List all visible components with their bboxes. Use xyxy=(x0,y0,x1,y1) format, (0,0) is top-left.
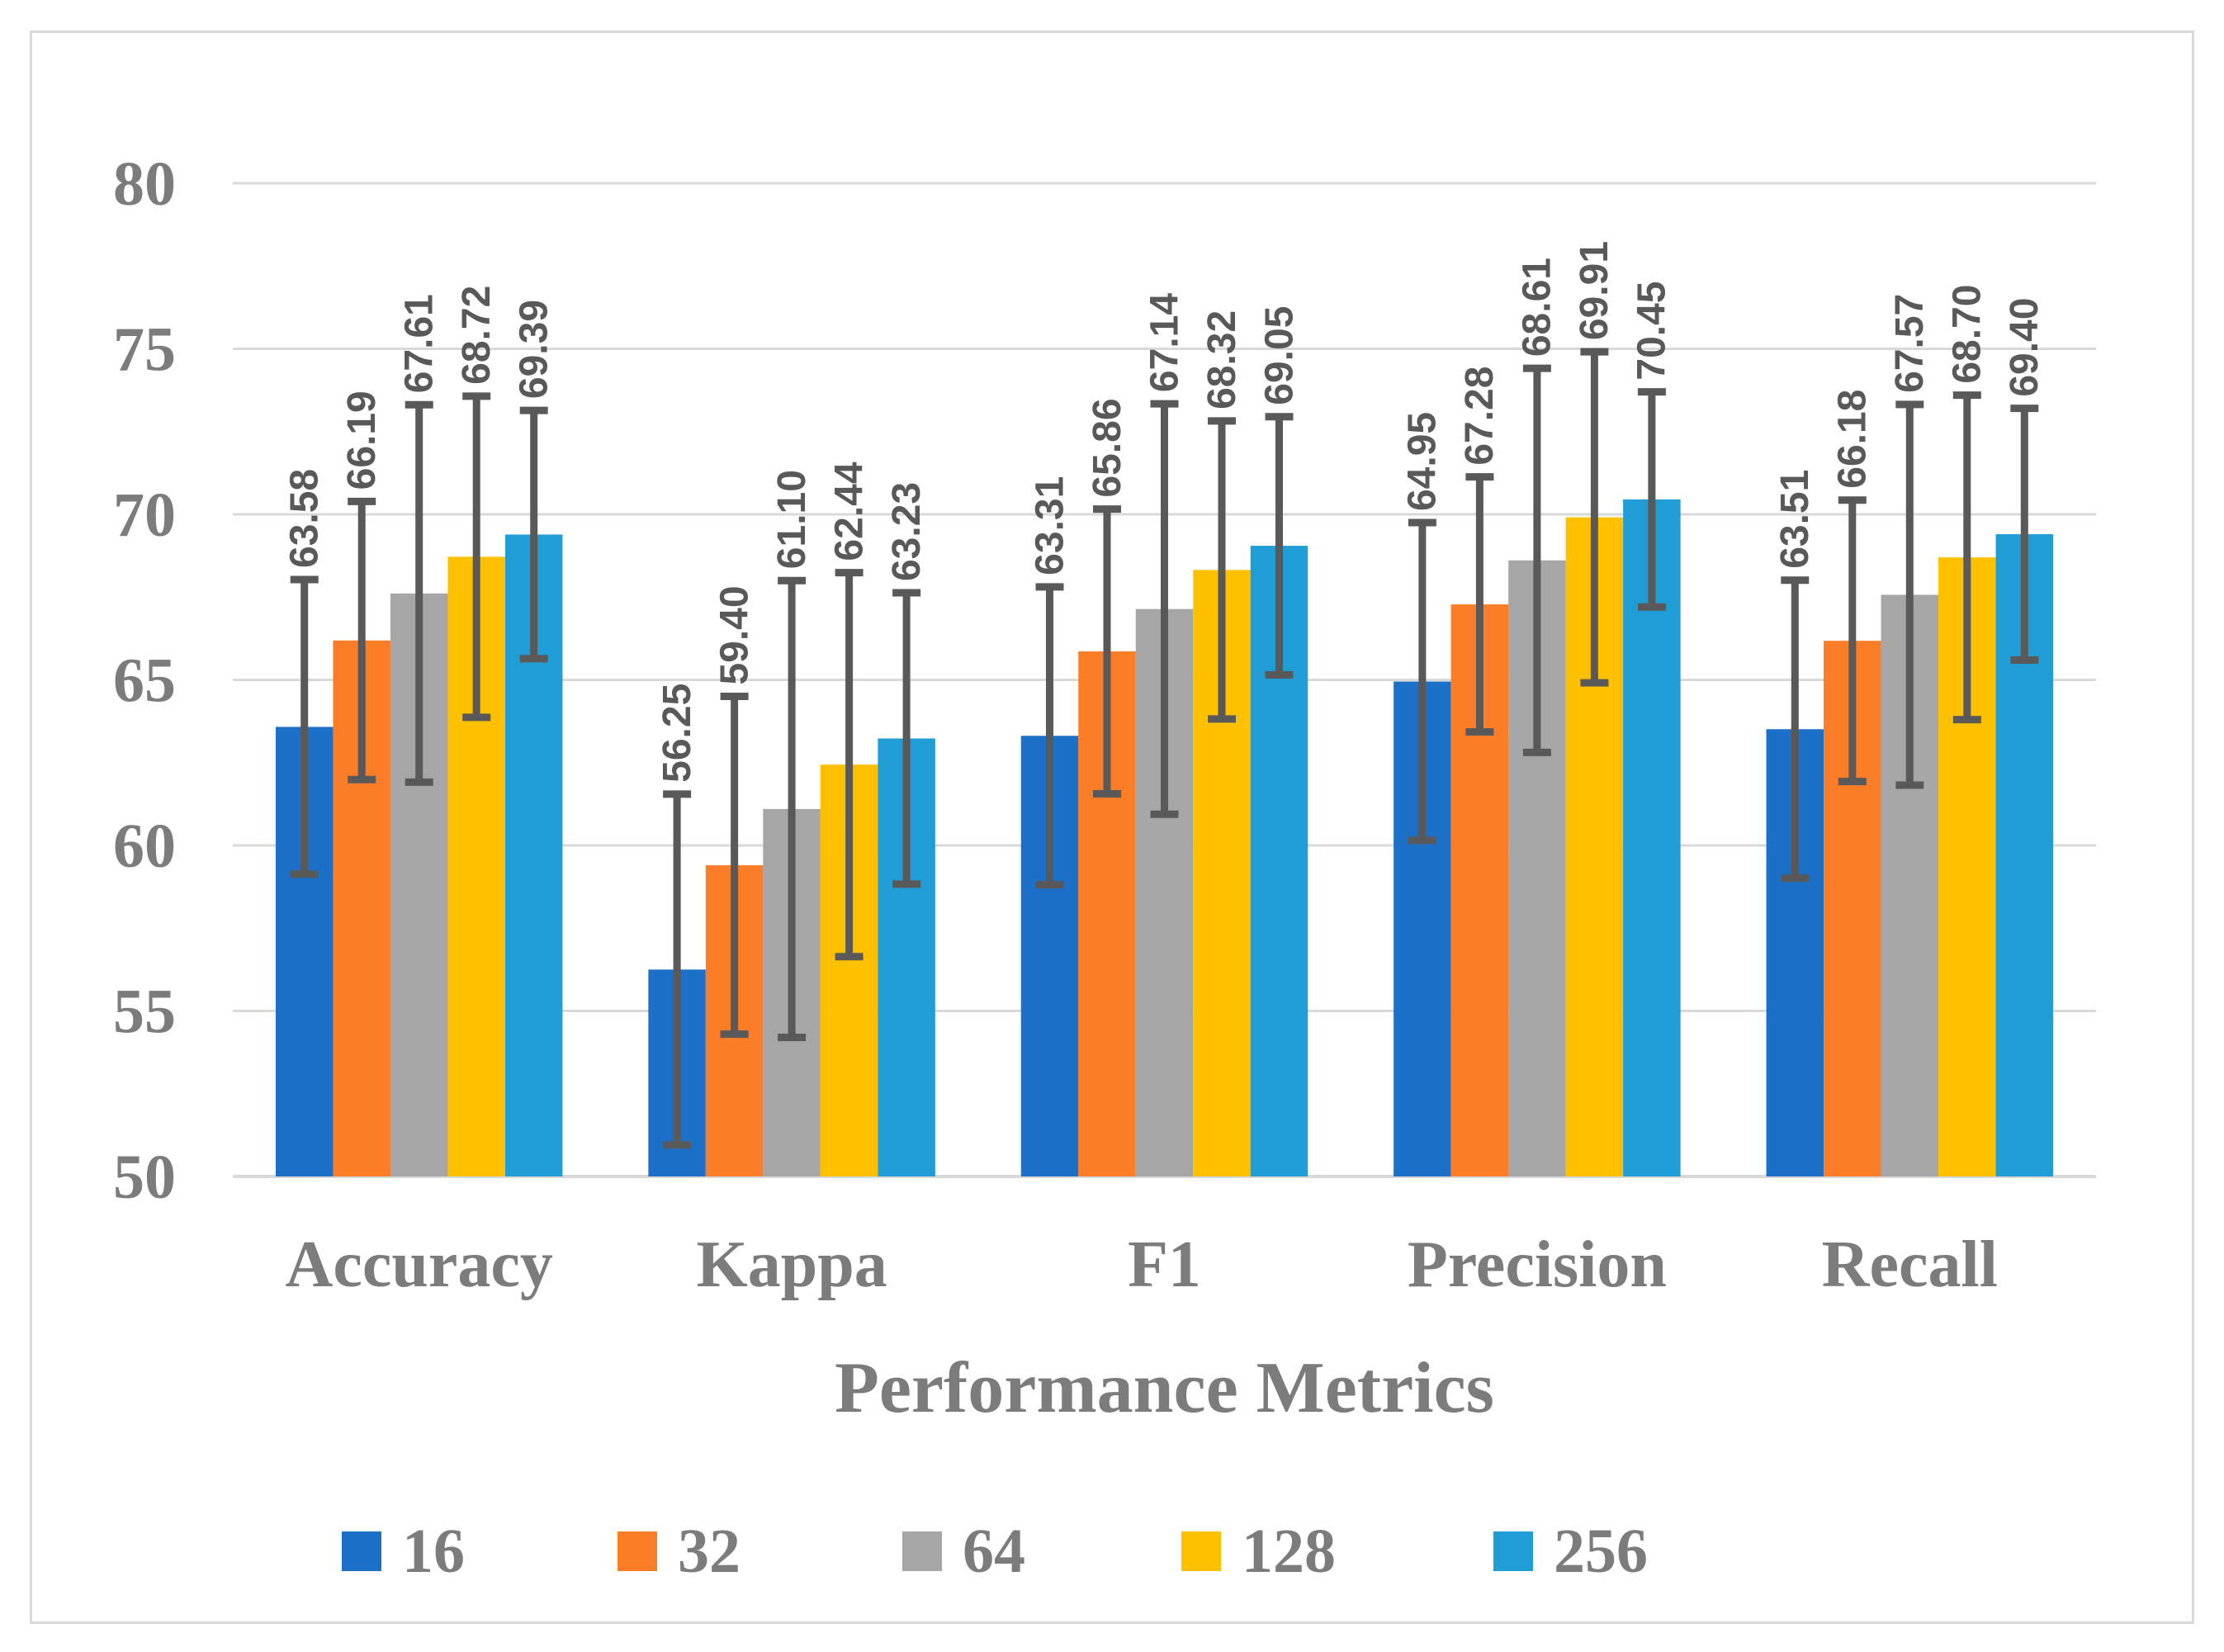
value-label: 63.58 xyxy=(283,469,327,568)
legend-label: 64 xyxy=(963,1517,1025,1586)
legend-label: 32 xyxy=(678,1517,741,1586)
legend-swatch-icon xyxy=(342,1531,381,1571)
legend-item-32: 32 xyxy=(618,1520,741,1583)
value-label: 69.91 xyxy=(1573,241,1616,340)
x-axis-title: Performance Metrics xyxy=(835,1348,1494,1428)
legend-swatch-icon xyxy=(618,1531,657,1571)
legend-swatch-icon xyxy=(1493,1531,1533,1571)
value-label: 63.51 xyxy=(1773,470,1817,569)
value-label: 68.70 xyxy=(1946,285,1990,384)
legend-swatch-icon xyxy=(1181,1531,1221,1571)
bar-precision-256 xyxy=(1623,499,1681,1176)
y-tick-label: 80 xyxy=(113,149,176,219)
y-tick-label: 65 xyxy=(113,646,176,715)
value-label: 61.10 xyxy=(770,470,814,569)
value-label: 67.57 xyxy=(1888,294,1932,393)
legend-item-64: 64 xyxy=(902,1520,1025,1583)
value-label: 59.40 xyxy=(712,585,756,684)
legend-item-128: 128 xyxy=(1181,1520,1336,1583)
x-category-label: F1 xyxy=(1128,1228,1201,1301)
value-label: 63.23 xyxy=(885,482,929,581)
y-tick-label: 60 xyxy=(113,812,176,881)
value-label: 56.25 xyxy=(655,684,699,783)
y-tick-label: 70 xyxy=(113,480,176,550)
value-label: 70.45 xyxy=(1630,282,1674,381)
value-label: 68.61 xyxy=(1516,258,1559,357)
value-label: 66.18 xyxy=(1831,390,1875,489)
y-tick-label: 55 xyxy=(113,977,176,1046)
value-label: 67.28 xyxy=(1458,367,1502,466)
y-tick-label: 75 xyxy=(113,315,176,384)
value-label: 66.19 xyxy=(340,391,384,490)
legend-item-256: 256 xyxy=(1493,1520,1648,1583)
legend-label: 128 xyxy=(1242,1517,1336,1586)
legend-label: 256 xyxy=(1554,1517,1648,1586)
value-label: 63.31 xyxy=(1028,476,1072,575)
x-category-label: Kappa xyxy=(696,1228,887,1301)
legend-item-16: 16 xyxy=(342,1520,465,1583)
x-category-label: Accuracy xyxy=(286,1228,553,1301)
value-label: 69.39 xyxy=(513,300,556,399)
value-label: 69.40 xyxy=(2003,298,2047,397)
value-label: 67.14 xyxy=(1143,293,1186,392)
y-tick-label: 50 xyxy=(113,1143,176,1212)
value-label: 62.44 xyxy=(827,462,871,561)
x-category-label: Recall xyxy=(1822,1228,1998,1301)
legend-label: 16 xyxy=(402,1517,465,1586)
value-label: 69.05 xyxy=(1257,306,1301,405)
value-label: 67.61 xyxy=(398,294,442,393)
value-label: 65.86 xyxy=(1086,398,1129,497)
x-category-label: Precision xyxy=(1408,1228,1667,1301)
legend-swatch-icon xyxy=(902,1531,942,1571)
value-label: 64.95 xyxy=(1401,412,1445,511)
value-label: 68.72 xyxy=(455,286,499,385)
value-label: 68.32 xyxy=(1200,310,1244,409)
